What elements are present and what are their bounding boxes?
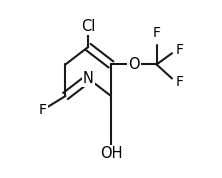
Text: F: F xyxy=(39,103,47,117)
Text: F: F xyxy=(176,43,184,57)
Text: N: N xyxy=(83,71,94,86)
Text: O: O xyxy=(128,57,140,72)
Text: Cl: Cl xyxy=(81,19,95,34)
Text: OH: OH xyxy=(100,146,122,161)
Text: F: F xyxy=(153,26,161,40)
Text: F: F xyxy=(176,75,184,89)
